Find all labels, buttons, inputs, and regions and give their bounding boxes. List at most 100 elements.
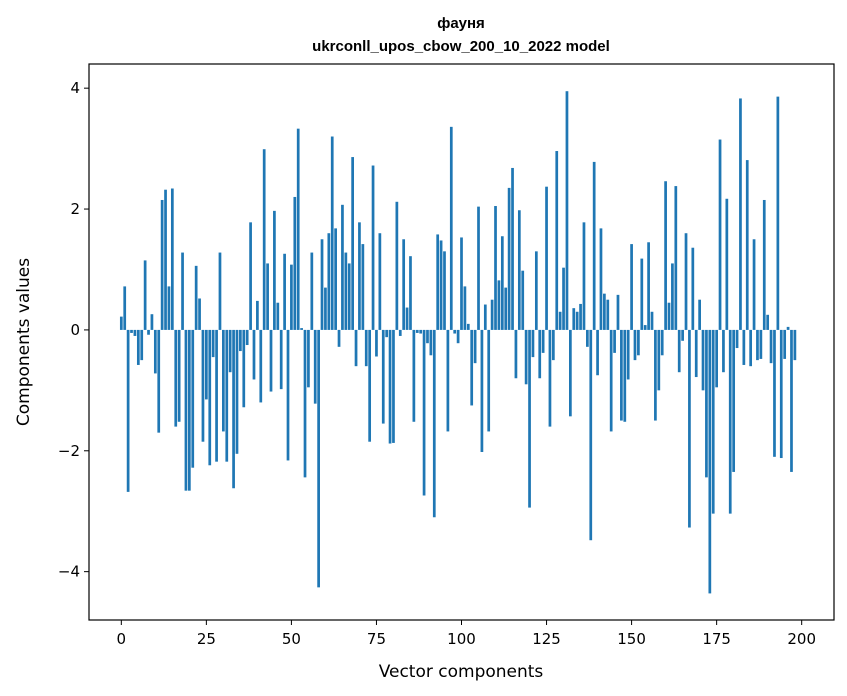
bar: [279, 329, 283, 390]
bar: [572, 308, 576, 330]
bar: [130, 329, 133, 333]
bar: [647, 242, 650, 330]
bar: [589, 329, 593, 541]
bar: [715, 329, 718, 388]
bar: [235, 329, 239, 454]
bar: [630, 244, 633, 330]
bar: [276, 302, 280, 330]
bar: [487, 329, 491, 432]
bar: [368, 329, 372, 442]
bar: [456, 329, 460, 344]
y-axis-label: Components values: [14, 258, 34, 426]
bar: [405, 307, 409, 330]
chart-title: фауня: [437, 15, 485, 32]
bar: [358, 222, 361, 330]
bar: [119, 316, 123, 330]
bar: [222, 329, 225, 432]
bar: [504, 287, 508, 330]
bar: [150, 314, 154, 330]
bar: [722, 329, 725, 373]
y-axis-ticks: −4 −2 0 2 4: [58, 79, 89, 581]
bar: [524, 329, 528, 385]
bar: [351, 157, 354, 330]
x-tick-label: 150: [617, 630, 646, 648]
bar: [688, 329, 691, 528]
bar: [208, 329, 212, 466]
bar: [728, 329, 732, 514]
bar: [259, 329, 263, 403]
y-tick-label: 2: [70, 200, 80, 218]
bar: [429, 329, 433, 356]
bar: [514, 329, 518, 379]
bar: [609, 329, 613, 432]
bar: [266, 263, 269, 330]
bar: [232, 329, 235, 489]
bar: [174, 329, 178, 427]
bar: [773, 329, 776, 457]
y-tick-label: 0: [70, 321, 80, 339]
chart-subtitle: ukrconll_upos_cbow_200_10_2022 model: [312, 38, 610, 55]
bar: [511, 167, 514, 330]
x-axis-label: Vector components: [379, 662, 544, 682]
bar: [228, 329, 232, 373]
bar: [531, 329, 535, 358]
bar: [677, 329, 681, 373]
bar: [310, 252, 314, 330]
bar: [626, 329, 630, 380]
bar: [273, 210, 276, 330]
x-tick-label: 0: [117, 630, 127, 648]
bar: [769, 329, 773, 364]
bar: [453, 329, 457, 334]
bar: [739, 98, 742, 330]
bar: [398, 329, 402, 336]
bar: [402, 239, 406, 330]
bar: [388, 329, 392, 444]
x-tick-label: 50: [282, 630, 301, 648]
bar: [528, 329, 531, 508]
bar: [497, 280, 501, 330]
bar: [667, 302, 671, 330]
bar: [153, 329, 157, 374]
bar: [164, 189, 167, 330]
bar: [341, 204, 344, 330]
bar: [606, 299, 610, 330]
bar: [790, 329, 793, 472]
bar: [613, 329, 616, 353]
bar: [650, 311, 654, 330]
x-tick-label: 175: [702, 630, 731, 648]
bar: [470, 329, 474, 406]
bar: [616, 294, 620, 330]
bar: [249, 222, 252, 330]
bar: [705, 329, 708, 478]
bar: [147, 329, 150, 335]
bar: [623, 329, 627, 422]
bar: [500, 236, 504, 330]
bar: [211, 329, 215, 358]
bar: [449, 126, 453, 330]
bar: [256, 300, 259, 330]
bar: [436, 234, 440, 330]
bar: [548, 329, 552, 427]
x-tick-label: 100: [447, 630, 476, 648]
bar: [327, 233, 331, 330]
x-tick-label: 200: [787, 630, 816, 648]
bar: [225, 329, 229, 462]
bar: [671, 263, 674, 330]
bar: [415, 329, 419, 333]
bar: [555, 151, 559, 330]
bar: [684, 233, 688, 330]
bar: [766, 314, 770, 330]
bar: [422, 329, 426, 496]
y-tick-label: 4: [70, 79, 80, 97]
bar: [599, 228, 603, 330]
bar: [198, 298, 201, 330]
bar: [167, 286, 171, 330]
bar: [133, 329, 137, 336]
bar: [569, 329, 572, 417]
bar: [575, 311, 579, 330]
bar: [521, 270, 525, 330]
bar: [136, 329, 140, 365]
bar: [541, 329, 545, 353]
bar: [473, 329, 477, 364]
